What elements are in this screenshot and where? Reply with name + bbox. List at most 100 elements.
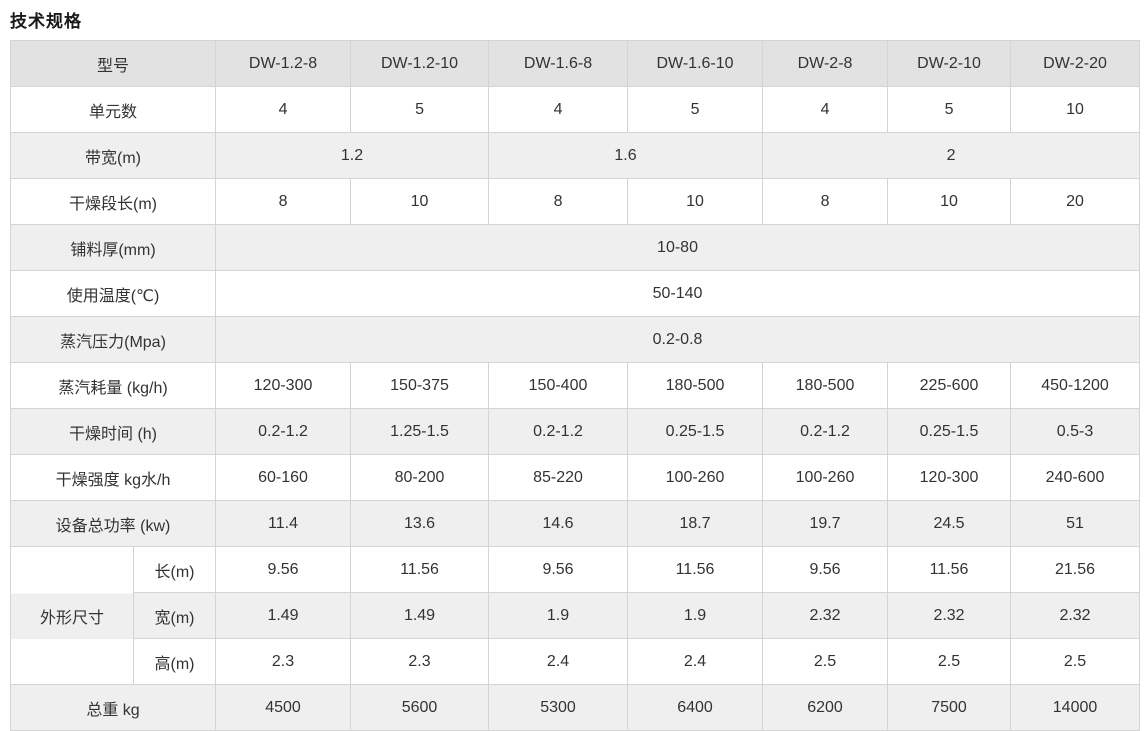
table-cell: 13.6 bbox=[350, 500, 490, 547]
table-row-material-thickness: 铺料厚(mm) 10-80 bbox=[9, 224, 1141, 271]
table-cell: 9.56 bbox=[215, 546, 352, 593]
row-label-steam-consumption: 蒸汽耗量 (kg/h) bbox=[9, 362, 217, 409]
table-cell: 5600 bbox=[350, 684, 490, 731]
row-label-belt-width: 带宽(m) bbox=[9, 132, 217, 179]
table-cell: 10 bbox=[887, 178, 1012, 225]
table-row-section-length: 干燥段长(m) 8 10 8 10 8 10 20 bbox=[9, 178, 1141, 225]
row-label-steam-pressure: 蒸汽压力(Mpa) bbox=[9, 316, 217, 363]
table-row-total-weight: 总重 kg 4500 5600 5300 6400 6200 7500 1400… bbox=[9, 684, 1141, 731]
table-cell: 240-600 bbox=[1010, 454, 1141, 501]
row-label-section-length: 干燥段长(m) bbox=[9, 178, 217, 225]
table-cell: 150-375 bbox=[350, 362, 490, 409]
table-cell: 1.49 bbox=[215, 592, 352, 639]
table-cell: 0.2-1.2 bbox=[762, 408, 889, 455]
row-sublabel-height: 高(m) bbox=[132, 638, 217, 685]
table-cell: 11.56 bbox=[887, 546, 1012, 593]
table-row-dimension-length: 外形尺寸 长(m) 9.56 11.56 9.56 11.56 9.56 11.… bbox=[10, 546, 1141, 685]
table-cell: 51 bbox=[1010, 500, 1141, 547]
table-cell: 1.6 bbox=[488, 132, 764, 179]
table-cell: 8 bbox=[488, 178, 629, 225]
table-cell: 2.3 bbox=[215, 638, 352, 685]
column-header-model: DW-2-8 bbox=[762, 40, 889, 87]
table-cell: 6400 bbox=[627, 684, 764, 731]
row-sublabel-length: 长(m) bbox=[132, 546, 217, 593]
table-cell: 9.56 bbox=[762, 546, 889, 593]
table-cell: 2.4 bbox=[627, 638, 764, 685]
table-cell: 0.5-3 bbox=[1010, 408, 1141, 455]
table-cell: 10 bbox=[1010, 86, 1141, 133]
table-cell: 19.7 bbox=[762, 500, 889, 547]
table-cell: 2 bbox=[762, 132, 1141, 179]
table-row-steam-consumption: 蒸汽耗量 (kg/h) 120-300 150-375 150-400 180-… bbox=[9, 362, 1141, 409]
table-cell: 14000 bbox=[1010, 684, 1141, 731]
table-row-operating-temperature: 使用温度(℃) 50-140 bbox=[9, 270, 1141, 317]
table-cell: 8 bbox=[762, 178, 889, 225]
table-cell: 10 bbox=[350, 178, 490, 225]
table-cell: 0.25-1.5 bbox=[627, 408, 764, 455]
table-cell: 2.5 bbox=[762, 638, 889, 685]
table-cell: 20 bbox=[1010, 178, 1141, 225]
table-row-total-power: 设备总功率 (kw) 11.4 13.6 14.6 18.7 19.7 24.5… bbox=[9, 500, 1141, 547]
table-row-drying-intensity: 干燥强度 kg水/h 60-160 80-200 85-220 100-260 … bbox=[9, 454, 1141, 501]
column-header-model: DW-1.6-10 bbox=[627, 40, 764, 87]
table-cell: 11.4 bbox=[215, 500, 352, 547]
table-cell: 7500 bbox=[887, 684, 1012, 731]
table-cell: 0.2-1.2 bbox=[488, 408, 629, 455]
table-row-dimension-height: 高(m) 2.3 2.3 2.4 2.4 2.5 2.5 2.5 bbox=[11, 638, 1141, 685]
table-cell: 0.25-1.5 bbox=[887, 408, 1012, 455]
table-cell: 4500 bbox=[215, 684, 352, 731]
table-cell: 180-500 bbox=[762, 362, 889, 409]
table-cell: 24.5 bbox=[887, 500, 1012, 547]
column-header-model: DW-2-20 bbox=[1010, 40, 1141, 87]
table-cell: 85-220 bbox=[488, 454, 629, 501]
table-cell: 1.9 bbox=[488, 592, 629, 639]
table-row-drying-time: 干燥时间 (h) 0.2-1.2 1.25-1.5 0.2-1.2 0.25-1… bbox=[9, 408, 1141, 455]
table-cell: 1.9 bbox=[627, 592, 764, 639]
row-label-material-thickness: 铺料厚(mm) bbox=[9, 224, 217, 271]
table-cell: 0.2-1.2 bbox=[215, 408, 352, 455]
row-label-unit-count: 单元数 bbox=[9, 86, 217, 133]
row-label-model: 型号 bbox=[9, 40, 217, 87]
table-cell: 4 bbox=[488, 86, 629, 133]
table-cell: 225-600 bbox=[887, 362, 1012, 409]
table-cell: 10 bbox=[627, 178, 764, 225]
table-cell: 6200 bbox=[762, 684, 889, 731]
spec-table: 型号 DW-1.2-8 DW-1.2-10 DW-1.6-8 DW-1.6-10… bbox=[9, 40, 1141, 731]
table-cell: 0.2-0.8 bbox=[215, 316, 1141, 363]
table-cell: 9.56 bbox=[488, 546, 629, 593]
table-cell: 100-260 bbox=[762, 454, 889, 501]
table-cell: 11.56 bbox=[627, 546, 764, 593]
column-header-model: DW-1.2-8 bbox=[215, 40, 352, 87]
table-row-steam-pressure: 蒸汽压力(Mpa) 0.2-0.8 bbox=[9, 316, 1141, 363]
table-cell: 5300 bbox=[488, 684, 629, 731]
table-cell: 450-1200 bbox=[1010, 362, 1141, 409]
table-cell: 2.3 bbox=[350, 638, 490, 685]
table-cell: 4 bbox=[215, 86, 352, 133]
table-cell: 2.4 bbox=[488, 638, 629, 685]
table-cell: 2.32 bbox=[1010, 592, 1141, 639]
table-cell: 21.56 bbox=[1010, 546, 1141, 593]
table-cell: 120-300 bbox=[887, 454, 1012, 501]
table-cell: 11.56 bbox=[350, 546, 490, 593]
row-label-total-power: 设备总功率 (kw) bbox=[9, 500, 217, 547]
row-label-dimensions: 外形尺寸 bbox=[10, 546, 134, 685]
table-cell: 50-140 bbox=[215, 270, 1141, 317]
row-label-operating-temperature: 使用温度(℃) bbox=[9, 270, 217, 317]
table-cell: 2.5 bbox=[887, 638, 1012, 685]
table-cell: 2.32 bbox=[762, 592, 889, 639]
table-cell: 180-500 bbox=[627, 362, 764, 409]
table-cell: 14.6 bbox=[488, 500, 629, 547]
row-sublabel-width: 宽(m) bbox=[132, 592, 217, 639]
column-header-model: DW-1.2-10 bbox=[350, 40, 490, 87]
column-header-model: DW-1.6-8 bbox=[488, 40, 629, 87]
table-cell: 60-160 bbox=[215, 454, 352, 501]
table-cell: 8 bbox=[215, 178, 352, 225]
column-header-model: DW-2-10 bbox=[887, 40, 1012, 87]
page-title: 技术规格 bbox=[10, 12, 82, 31]
table-row-belt-width: 带宽(m) 1.2 1.6 2 bbox=[9, 132, 1141, 179]
table-cell: 120-300 bbox=[215, 362, 352, 409]
table-row-unit-count: 单元数 4 5 4 5 4 5 10 bbox=[9, 86, 1141, 133]
table-cell: 150-400 bbox=[488, 362, 629, 409]
row-label-drying-time: 干燥时间 (h) bbox=[9, 408, 217, 455]
